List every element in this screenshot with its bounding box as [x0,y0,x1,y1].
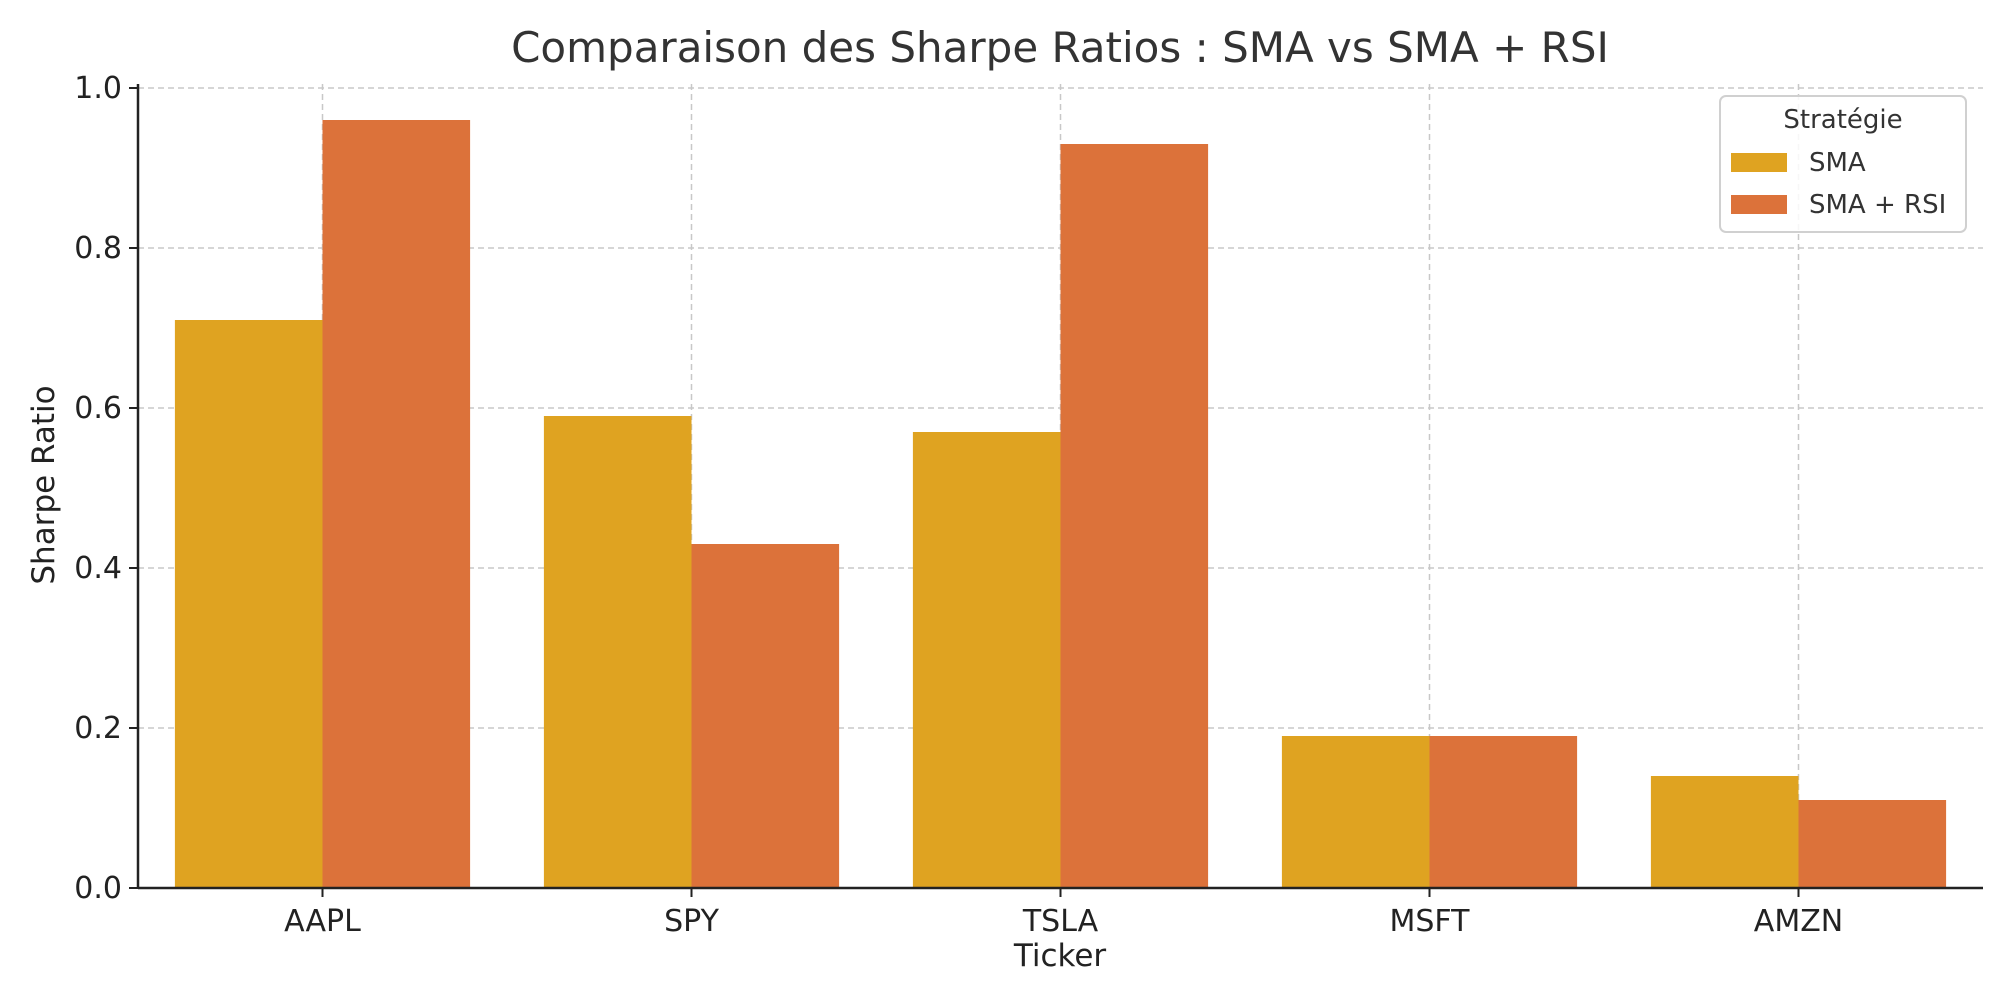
tick-labels: 0.0 0.2 0.4 0.6 0.8 1.0 AAPL SPY TSLA MSFT AMZN [74,71,1843,939]
y-axis-label: Sharpe Ratio [26,385,62,584]
x-tick-label: AMZN [1754,904,1843,939]
y-tick-label: 0.4 [74,551,122,586]
legend-title: Stratégie [1783,105,1902,135]
axes [129,84,1983,897]
bars [174,120,1947,888]
legend-label-sma-rsi: SMA + RSI [1809,190,1946,220]
bar-aapl-sma [174,320,323,888]
bar-spy-sma [543,416,692,888]
chart-title: Comparaison des Sharpe Ratios : SMA vs S… [511,23,1609,72]
y-tick-label: 1.0 [74,71,122,106]
x-axis-label: Ticker [1013,938,1107,974]
x-tick-label: AAPL [284,904,361,939]
bar-msft-sma [1281,736,1430,888]
bar-spy-sma-rsi [691,544,840,888]
legend-swatch-sma [1731,153,1787,172]
bar-amzn-sma [1650,776,1799,888]
y-tick-label: 0.0 [74,871,122,906]
x-tick-label: SPY [664,904,719,939]
y-tick-label: 0.6 [74,391,122,426]
bar-msft-sma-rsi [1429,736,1578,888]
y-tick-label: 0.2 [74,711,122,746]
y-tick-label: 0.8 [74,231,122,266]
bar-tsla-sma [912,432,1061,888]
bar-tsla-sma-rsi [1060,144,1209,888]
legend-swatch-sma-rsi [1731,195,1787,214]
x-tick-label: MSFT [1390,904,1471,939]
bar-aapl-sma-rsi [322,120,471,888]
legend: Stratégie SMA SMA + RSI [1719,95,1967,233]
x-tick-label: TSLA [1022,904,1099,939]
legend-label-sma: SMA [1809,148,1866,178]
bar-amzn-sma-rsi [1798,800,1947,888]
